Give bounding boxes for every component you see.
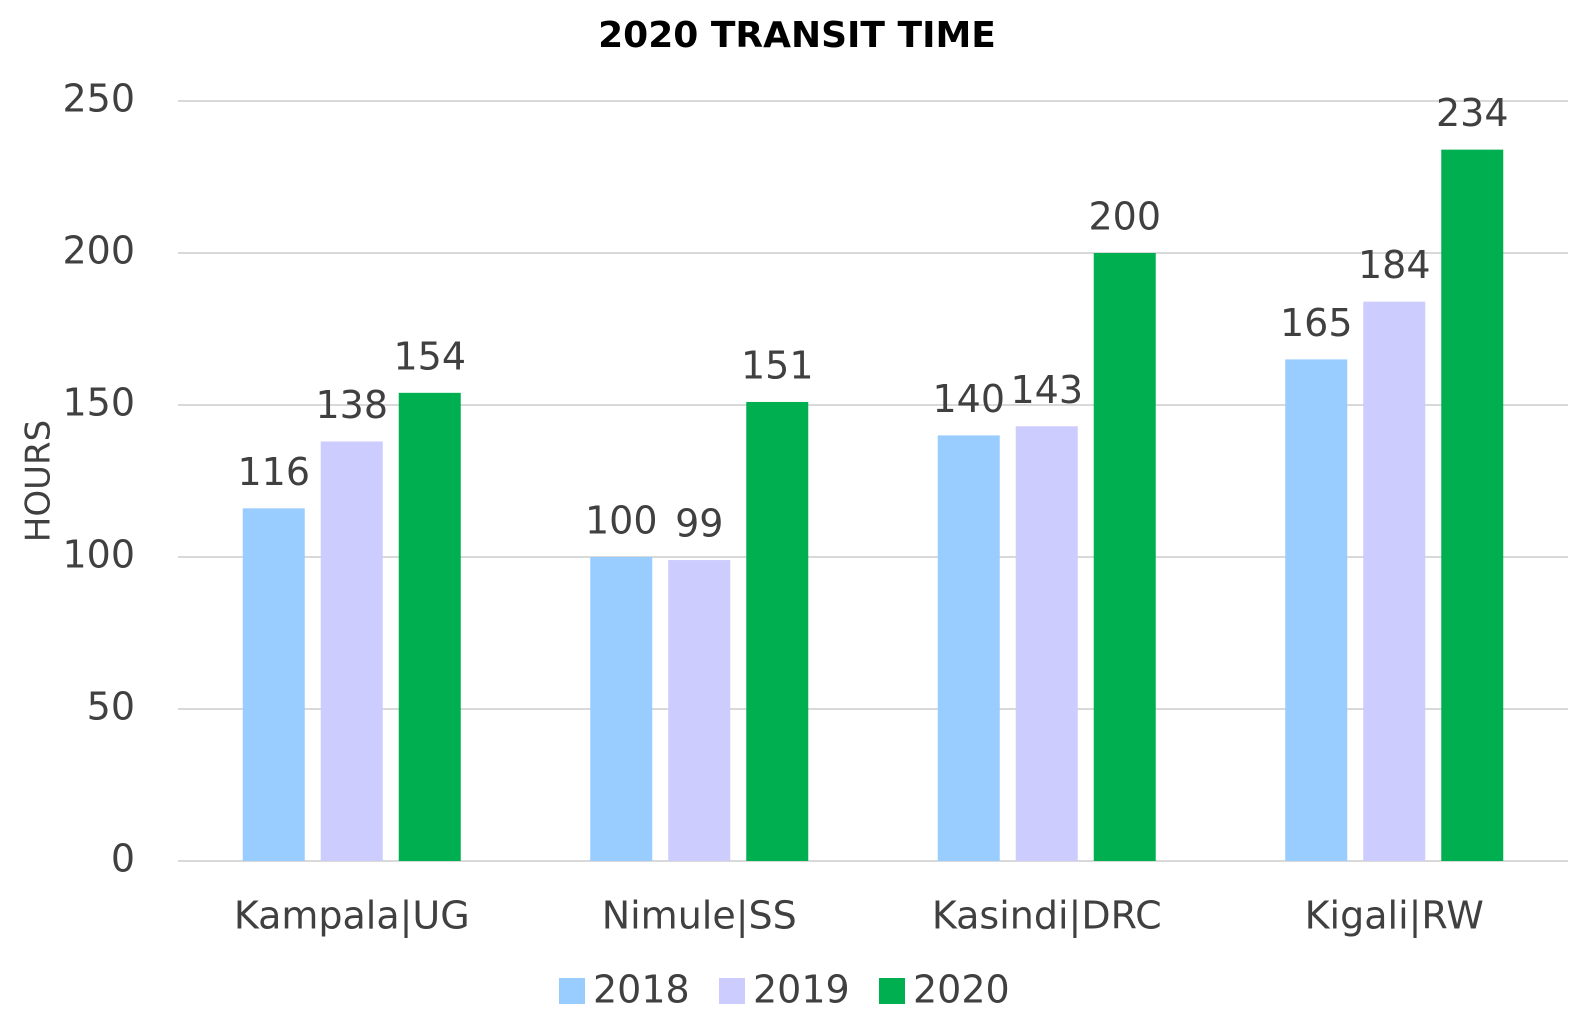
data-label: 154 [393, 334, 466, 378]
x-tick-label: Kigali|RW [1305, 894, 1484, 939]
x-tick-label: Kasindi|DRC [932, 894, 1162, 939]
bar [1363, 301, 1426, 861]
legend-swatch [559, 978, 585, 1004]
bar [937, 435, 1000, 861]
y-tick-label: 200 [62, 229, 135, 273]
y-tick-label: 100 [62, 533, 135, 577]
legend-swatch [879, 978, 905, 1004]
chart-title: 2020 TRANSIT TIME [598, 15, 996, 56]
data-label: 165 [1280, 301, 1353, 345]
data-label: 138 [315, 383, 388, 427]
bar [320, 441, 383, 861]
legend-label: 2018 [593, 968, 690, 1012]
bar [668, 560, 731, 861]
legend-swatch [719, 978, 745, 1004]
y-tick-label: 50 [87, 685, 135, 729]
data-label: 116 [237, 450, 310, 494]
data-label: 184 [1358, 243, 1431, 287]
y-axis-label: HOURS [19, 420, 59, 542]
bar [590, 557, 653, 861]
bar [1093, 253, 1156, 861]
y-tick-label: 250 [62, 77, 135, 121]
data-label: 151 [741, 343, 814, 387]
bar [746, 401, 809, 861]
x-tick-label: Kampala|UG [234, 894, 470, 939]
bar [1015, 426, 1078, 861]
bar [1441, 149, 1504, 861]
data-label: 100 [585, 499, 658, 543]
y-tick-label: 150 [62, 381, 135, 425]
data-label: 143 [1010, 368, 1083, 412]
data-label: 99 [675, 502, 723, 546]
x-tick-label: Nimule|SS [602, 894, 797, 939]
bar [1285, 359, 1348, 861]
bar [398, 392, 461, 861]
bar [242, 508, 305, 861]
legend-label: 2020 [913, 968, 1010, 1012]
data-label: 140 [932, 377, 1005, 421]
data-label: 200 [1088, 195, 1161, 239]
legend-label: 2019 [753, 968, 850, 1012]
y-tick-label: 0 [111, 837, 135, 881]
data-label: 234 [1436, 91, 1509, 135]
